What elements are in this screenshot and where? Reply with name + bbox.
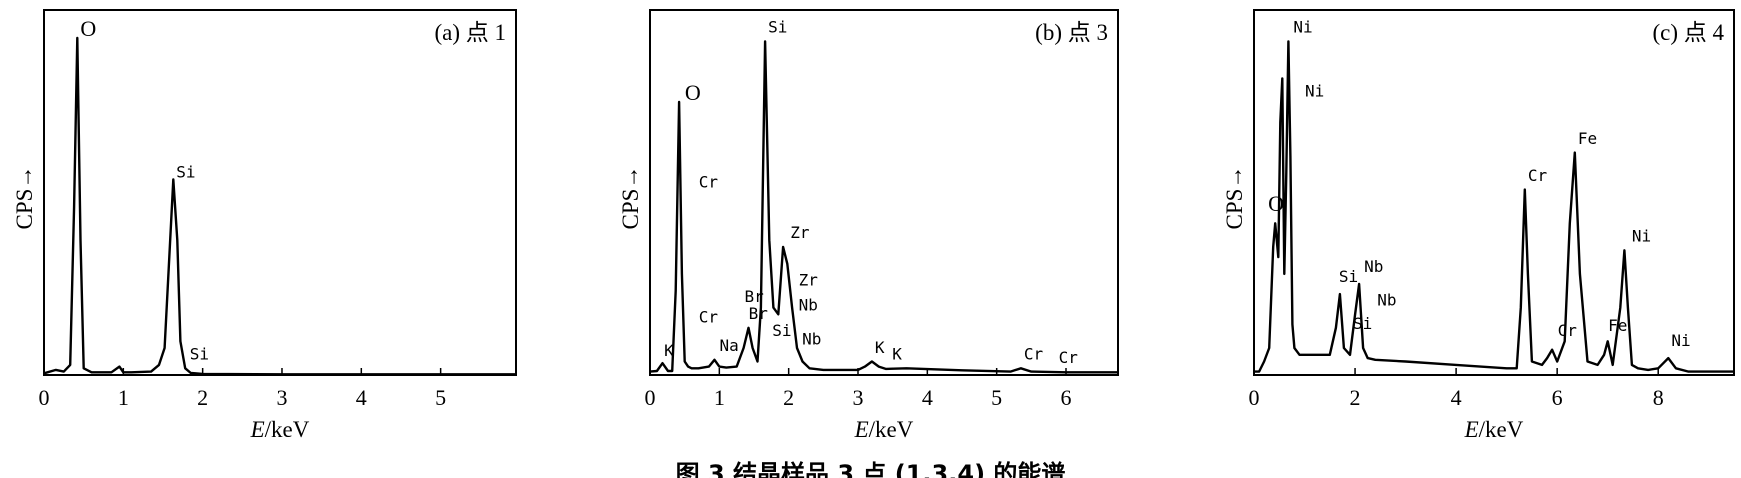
peak-label: Si (176, 163, 195, 182)
x-tick-label: 1 (714, 385, 725, 410)
x-tick-label: 4 (356, 385, 367, 410)
spectrum-line (649, 40, 1118, 374)
figure-caption: 图 3 结晶样品 3 点 (1,3,4) 的能谱 (675, 460, 1066, 478)
peak-label: O (1268, 191, 1284, 216)
x-axis-label-symbol: E (1464, 417, 1479, 442)
peak-label: Cr (699, 307, 719, 326)
panel-label: (a) 点 1 (434, 20, 506, 45)
x-tick-label: 2 (197, 385, 208, 410)
peak-label: Si (190, 345, 209, 364)
peak-label: Si (768, 18, 787, 37)
peak-label: Cr (1558, 321, 1578, 340)
y-axis-label-arrow: → (618, 166, 643, 189)
x-tick-label: 2 (1350, 385, 1361, 410)
peak-label: Cr (1024, 345, 1044, 364)
y-axis-label-arrow: → (1222, 166, 1247, 189)
x-axis-label-unit: /keV (869, 417, 914, 442)
peak-label: Ni (1305, 82, 1324, 101)
peak-label: Ni (1632, 227, 1651, 246)
y-axis-label: CPS→ (12, 166, 37, 230)
x-axis-label-unit: /keV (265, 417, 310, 442)
peak-label: Si (1353, 314, 1372, 333)
x-tick-label: 5 (435, 385, 446, 410)
x-tick-label: 6 (1061, 385, 1072, 410)
peak-label: K (892, 345, 902, 364)
plot-frame (43, 9, 517, 376)
spectrum-line (43, 36, 516, 376)
x-tick-label: 2 (783, 385, 794, 410)
plot-frame (649, 9, 1119, 376)
peak-label: Fe (1578, 129, 1597, 148)
y-axis-label-text: CPS (12, 189, 37, 230)
x-tick-label: 0 (645, 385, 656, 410)
peak-label: Cr (1528, 166, 1548, 185)
x-tick-label: 1 (118, 385, 129, 410)
y-axis-label-text: CPS (618, 189, 643, 230)
y-axis-label: CPS→ (618, 166, 643, 230)
x-axis-label-symbol: E (250, 417, 265, 442)
x-tick-label: 3 (853, 385, 864, 410)
spectrum-line (1254, 40, 1734, 373)
peak-label: Si (772, 321, 791, 340)
x-tick-label: 8 (1653, 385, 1664, 410)
x-axis-label-unit: /keV (1479, 417, 1524, 442)
panel-label: (c) 点 4 (1652, 20, 1724, 45)
peak-label: K (875, 338, 885, 357)
x-tick-label: 4 (922, 385, 933, 410)
x-axis-label: E/keV (854, 417, 914, 442)
y-axis-label: CPS→ (1222, 166, 1247, 230)
peak-label: K (664, 341, 674, 360)
peak-label: Br (745, 287, 765, 306)
x-tick-label: 6 (1552, 385, 1563, 410)
peak-label: Fe (1608, 316, 1627, 335)
x-tick-label: 5 (991, 385, 1002, 410)
chart-panel-3: 0 2 4 6 8 E/keV CPS→ (c) 点 4 O Ni Ni Si Si Nb Nb Cr Cr Fe… (1222, 9, 1735, 442)
x-axis-label: E/keV (250, 417, 310, 442)
peak-label: Br (749, 304, 769, 323)
x-tick-label: 0 (1249, 385, 1260, 410)
peak-label: Ni (1293, 18, 1312, 37)
x-tick-label: 0 (39, 385, 50, 410)
x-tick-label: 3 (276, 385, 287, 410)
peak-label: O (685, 80, 701, 105)
peak-label: Si (1339, 267, 1358, 286)
peak-label: Ni (1671, 331, 1690, 350)
peak-label: Na (720, 336, 739, 355)
x-tick-label: 4 (1451, 385, 1462, 410)
peak-label: Zr (790, 223, 810, 242)
peak-label: Nb (799, 296, 818, 315)
peak-label: Nb (1377, 291, 1396, 310)
chart-panel-1: 0 1 2 3 4 5 E/keV CPS→ (a) 点 1 O Si Si (12, 9, 517, 442)
panel-label: (b) 点 3 (1035, 20, 1108, 45)
y-axis-label-arrow: → (12, 166, 37, 189)
peak-label: Nb (1364, 257, 1383, 276)
peak-label: Cr (699, 173, 719, 192)
x-axis-label-symbol: E (854, 417, 869, 442)
plot-frame (1253, 9, 1735, 376)
peak-label: Cr (1059, 348, 1079, 367)
peak-label: Nb (802, 329, 821, 348)
x-axis-label: E/keV (1464, 417, 1524, 442)
peak-label: Zr (799, 270, 819, 289)
peak-label: O (80, 16, 96, 41)
y-axis-label-text: CPS (1222, 189, 1247, 230)
